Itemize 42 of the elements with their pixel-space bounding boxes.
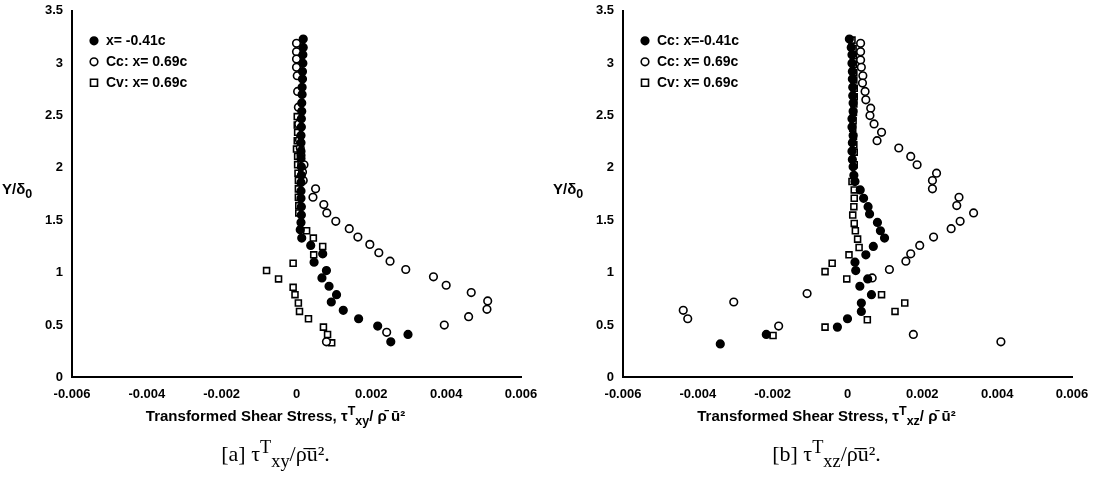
x-tick-label: 0.006	[504, 385, 538, 401]
y-tick-label: 0	[55, 368, 63, 384]
x-tick-label: 0.002	[355, 385, 388, 401]
x-tick-label: 0	[292, 385, 301, 401]
x-axis-title: Transformed Shear Stress, τ$^{T}$$_{xy}$/ ρ̄ ū²	[144, 404, 407, 428]
y-tick-label: 0.5	[44, 316, 63, 332]
y-tick-label: 3	[606, 54, 614, 70]
x-tick-label: -0.006	[53, 385, 91, 401]
legend-label: Cv: x= 0.69c	[657, 73, 739, 90]
x-tick-label: -0.004	[128, 385, 167, 401]
y-tick-label: 3.5	[44, 2, 63, 18]
y-tick-label: 0	[606, 368, 614, 384]
y-tick-label: 1	[606, 264, 614, 280]
y-tick-label: 1	[55, 264, 63, 280]
x-tick-label: -0.002	[754, 385, 792, 401]
x-tick-label: -0.006	[604, 385, 642, 401]
y-tick-label: 2.5	[44, 107, 63, 123]
y-tick-label: 1.5	[595, 211, 614, 227]
y-axis-title: Y/δ$_{0}$	[2, 180, 33, 201]
y-tick-label: 3	[55, 54, 63, 70]
x-tick-label: 0.002	[906, 385, 939, 401]
legend-label: Cc: x=-0.41c	[657, 31, 740, 48]
x-tick-label: 0.004	[980, 385, 1015, 401]
y-tick-label: 1.5	[44, 211, 63, 227]
legend-label: Cv: x= 0.69c	[106, 73, 188, 90]
y-axis-title: Y/δ$_{0}$	[553, 180, 584, 201]
y-tick-label: 2	[55, 159, 63, 175]
x-tick-label: 0	[843, 385, 852, 401]
x-tick-label: -0.004	[679, 385, 718, 401]
y-tick-label: 0.5	[595, 316, 614, 332]
text: [a] τ$^{T}$$_{xy}$/ρ̄ū².	[220, 437, 331, 472]
y-tick-label: 2.5	[595, 107, 614, 123]
x-tick-label: 0.006	[1055, 385, 1089, 401]
x-tick-label: -0.002	[203, 385, 241, 401]
x-axis-title: Transformed Shear Stress, τ$^{T}$$_{xz}$/ ρ̄ ū²	[696, 404, 957, 428]
y-tick-label: 2	[606, 159, 614, 175]
legend-label: Cc: x= 0.69c	[657, 52, 739, 69]
legend-label: Cc: x= 0.69c	[106, 52, 188, 69]
legend-label: x= -0.41c	[106, 31, 166, 48]
text: [b] τ$^{T}$$_{xz}$/ρ̄ū².	[771, 437, 882, 472]
y-tick-label: 3.5	[595, 2, 614, 18]
x-tick-label: 0.004	[429, 385, 464, 401]
